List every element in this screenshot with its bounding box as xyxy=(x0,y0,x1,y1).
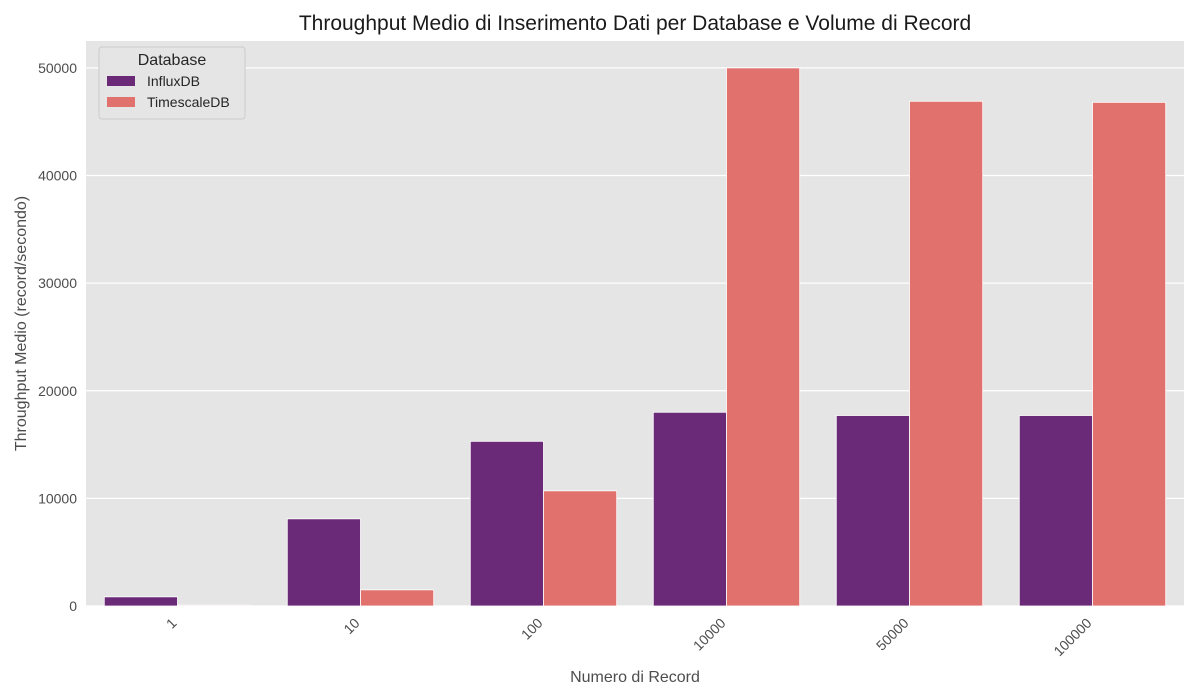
x-tick-label: 50000 xyxy=(873,615,912,654)
x-axis-label: Numero di Record xyxy=(570,669,700,686)
x-axis-ticks: 1 10 100 10000 50000 100000 xyxy=(163,615,1095,659)
y-tick-label: 20000 xyxy=(38,383,77,399)
bar-influxdb-10000 xyxy=(652,411,727,607)
y-tick-label: 30000 xyxy=(38,275,77,291)
x-tick-label: 10 xyxy=(340,615,362,637)
legend-box xyxy=(98,46,246,120)
x-tick-label: 1 xyxy=(163,615,180,632)
chart-title: Throughput Medio di Inserimento Dati per… xyxy=(299,12,971,35)
x-tick-label: 10000 xyxy=(690,615,729,654)
bar-timescaledb-100000 xyxy=(1092,101,1167,607)
bar-timescaledb-50000 xyxy=(909,100,984,607)
bar-influxdb-100000 xyxy=(1018,415,1093,607)
plot-background xyxy=(86,41,1184,606)
grid-lines xyxy=(86,67,1184,607)
y-tick-label: 10000 xyxy=(38,490,77,506)
bars xyxy=(103,67,1167,607)
y-tick-label: 50000 xyxy=(38,60,77,76)
bar-influxdb-100 xyxy=(469,440,544,607)
bar-influxdb-1 xyxy=(103,596,178,607)
bar-timescaledb-1 xyxy=(177,604,252,607)
legend-swatch-influxdb xyxy=(107,76,135,86)
legend-items: InfluxDB TimescaleDB xyxy=(107,73,230,110)
bar-influxdb-10 xyxy=(286,518,361,607)
bar-timescaledb-100 xyxy=(543,490,618,607)
y-axis-ticks: 0 10000 20000 30000 40000 50000 xyxy=(38,60,77,614)
legend-swatch-timescaledb xyxy=(107,97,135,107)
x-tick-label: 100 xyxy=(518,615,546,643)
bar-timescaledb-10000 xyxy=(726,67,801,607)
bar-timescaledb-10 xyxy=(360,589,435,607)
legend: Database InfluxDB TimescaleDB xyxy=(98,46,246,120)
legend-label: TimescaleDB xyxy=(147,94,230,110)
x-tick-label: 100000 xyxy=(1050,615,1094,659)
legend-title: Database xyxy=(138,52,207,69)
bar-influxdb-50000 xyxy=(835,415,910,607)
y-tick-label: 0 xyxy=(69,598,77,614)
y-axis-label: Throughput Medio (record/secondo) xyxy=(13,196,30,451)
legend-label: InfluxDB xyxy=(147,73,200,89)
y-tick-label: 40000 xyxy=(38,168,77,184)
